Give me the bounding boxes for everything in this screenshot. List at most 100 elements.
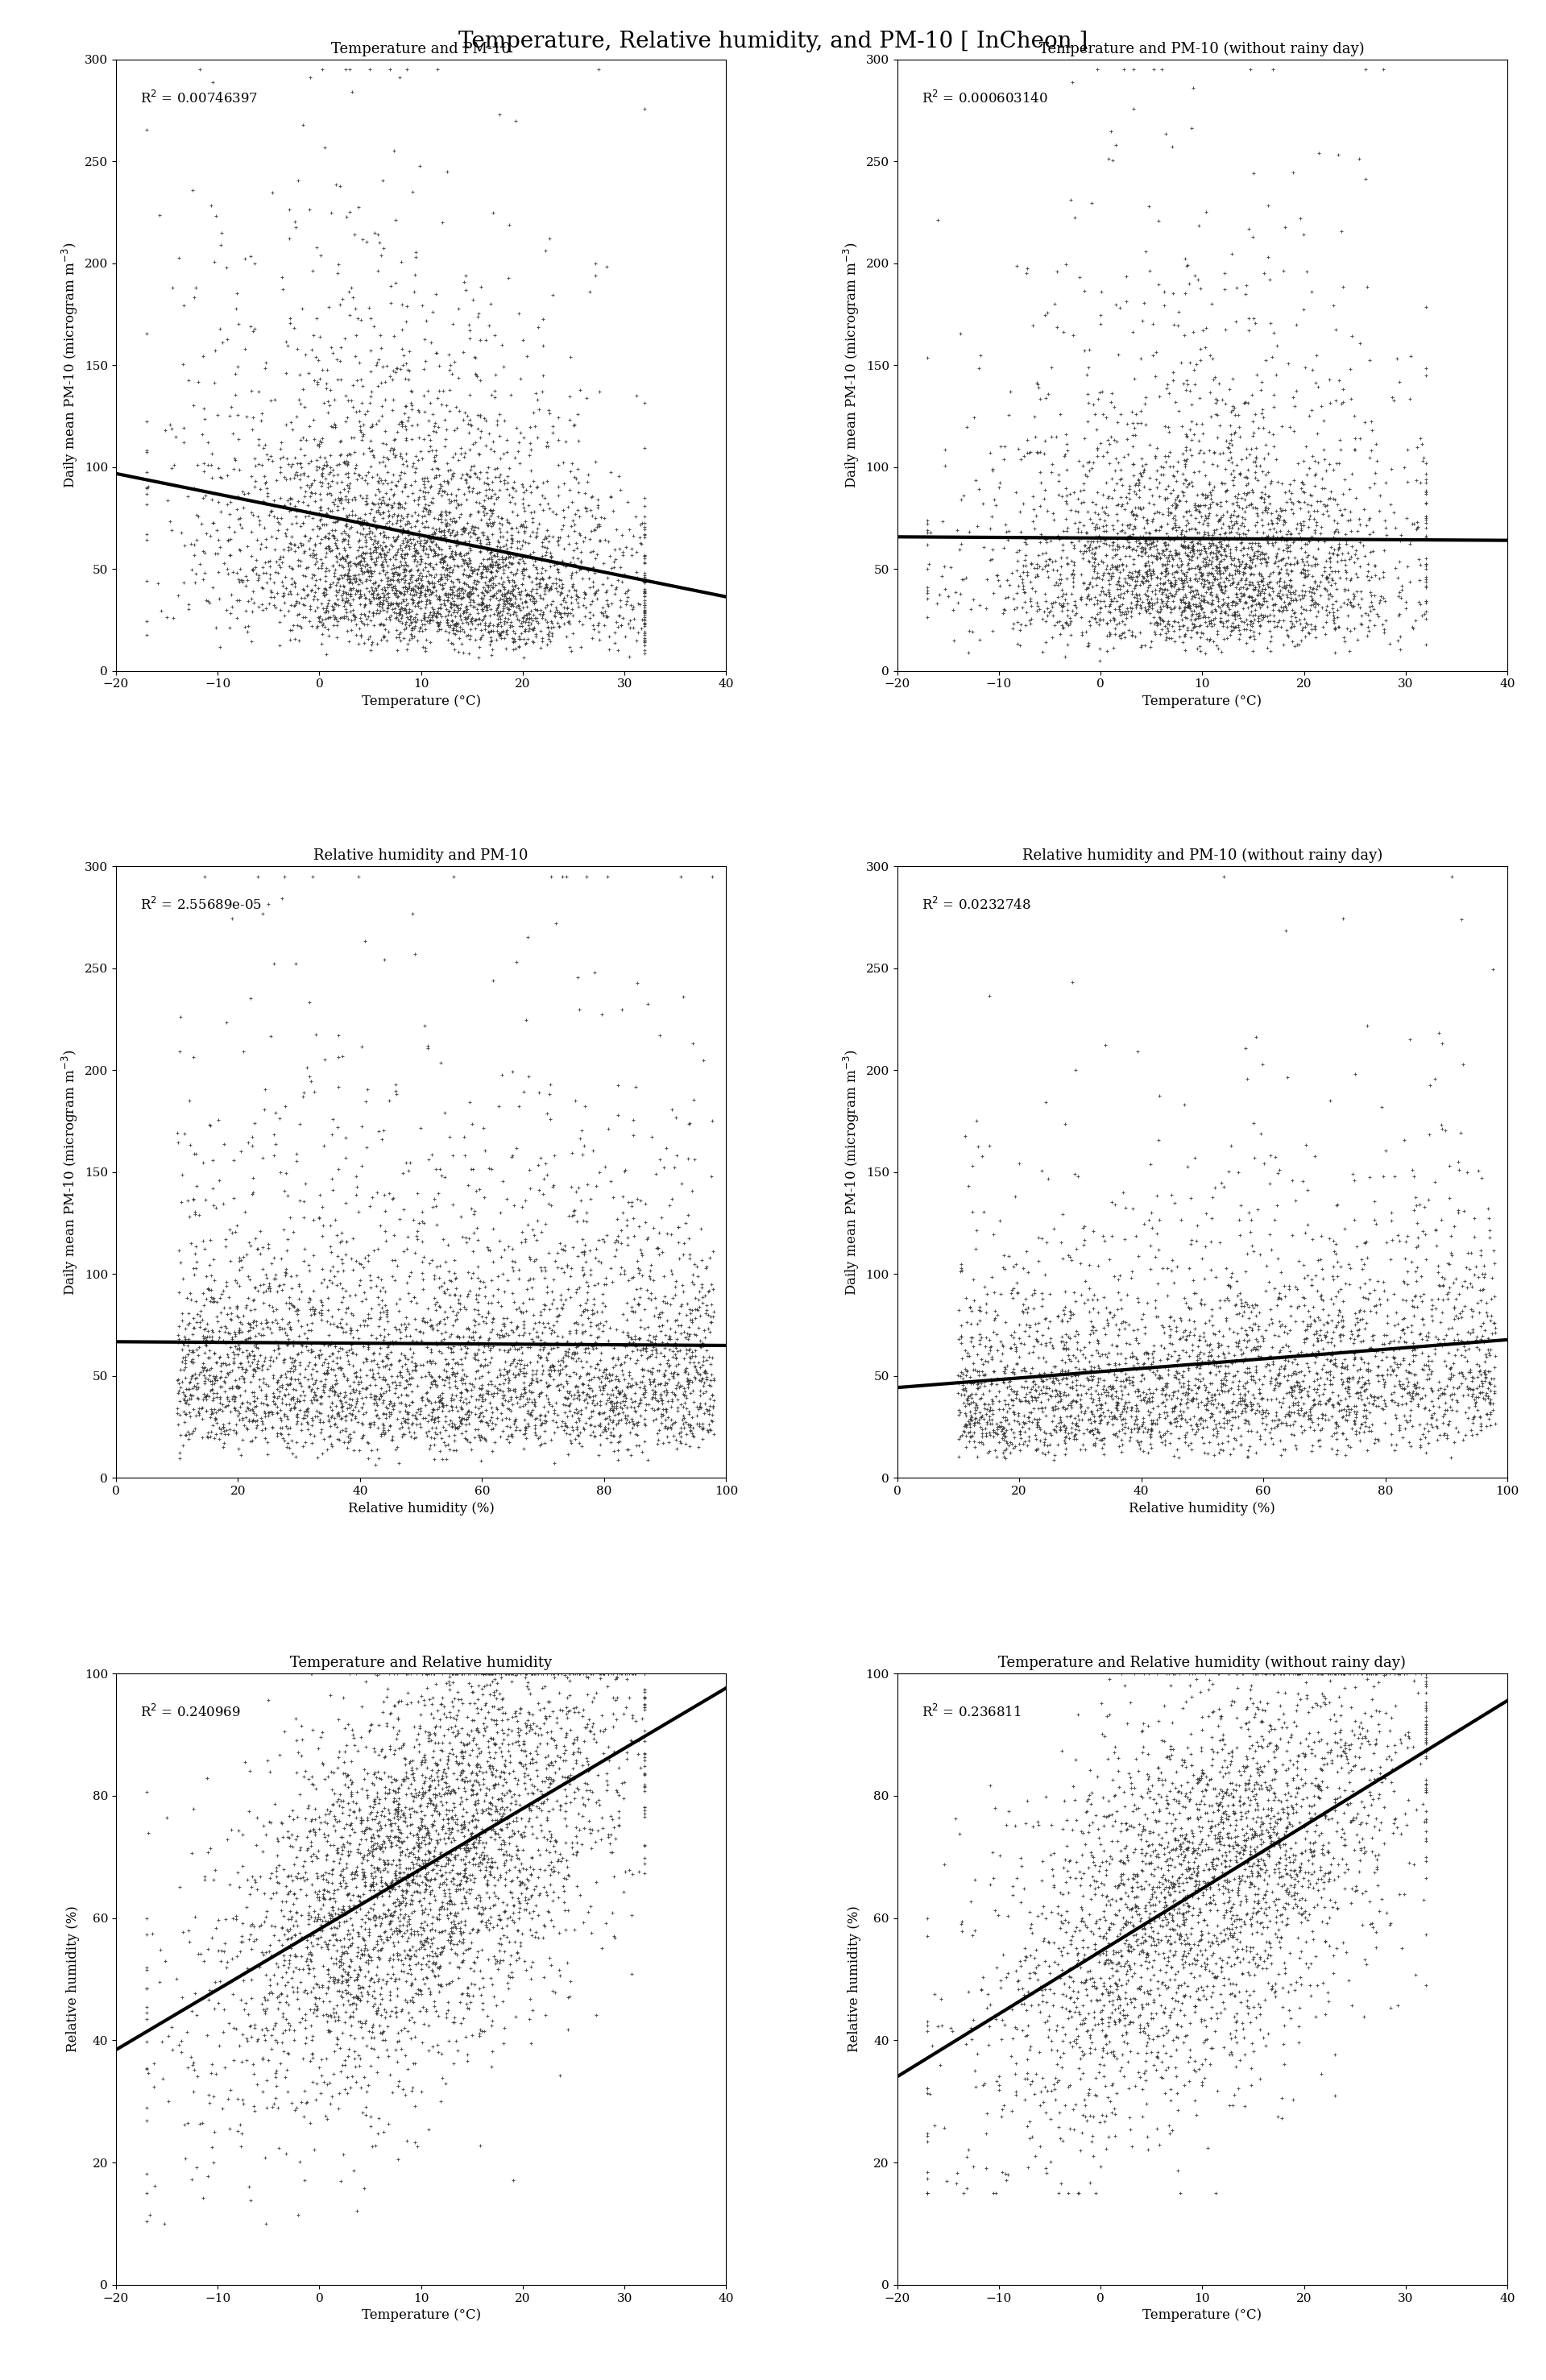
Point (447, 393, 472, 431)
Point (484, 450, 509, 488)
Point (1413, 1666, 1438, 1704)
Point (1180, 1897, 1204, 1935)
Point (663, 1376, 688, 1414)
Point (1113, 1340, 1138, 1378)
Point (513, 538, 538, 576)
Point (660, 1333, 685, 1371)
Point (1207, 1818, 1232, 1856)
Point (1357, 1761, 1382, 1799)
Point (1450, 1266, 1475, 1304)
Point (535, 1726, 560, 1764)
Point (424, 1787, 448, 1825)
Point (368, 1985, 393, 2023)
Point (1200, 593, 1224, 631)
Point (570, 1690, 595, 1728)
Point (1309, 1835, 1334, 1873)
Point (468, 267, 493, 305)
Point (589, 995, 614, 1033)
Point (459, 1371, 484, 1409)
Point (399, 2018, 424, 2056)
Point (1061, 1380, 1085, 1418)
Title: Relative humidity and PM-10 (without rainy day): Relative humidity and PM-10 (without rai… (1022, 847, 1382, 864)
Point (697, 1238, 722, 1276)
Point (427, 471, 451, 509)
Point (349, 616, 374, 654)
Point (552, 1883, 577, 1921)
Point (530, 1352, 555, 1390)
Point (1088, 1399, 1113, 1438)
Point (1071, 1902, 1096, 1940)
Point (271, 576, 295, 614)
Point (1446, 1411, 1470, 1449)
Point (611, 600, 635, 638)
Point (635, 1321, 660, 1359)
Point (1328, 1737, 1353, 1775)
Point (1082, 2006, 1107, 2044)
Point (365, 1385, 390, 1423)
Point (546, 1366, 570, 1404)
Point (1249, 1728, 1274, 1766)
Point (1195, 1378, 1220, 1416)
Point (632, 612, 657, 650)
Point (176, 585, 201, 624)
Point (1048, 1373, 1073, 1411)
Point (209, 459, 233, 497)
Point (1320, 1887, 1345, 1925)
Point (518, 1314, 543, 1352)
Point (434, 1664, 459, 1702)
Point (1116, 612, 1141, 650)
Point (1235, 1323, 1260, 1361)
Point (623, 497, 648, 536)
Point (176, 1911, 201, 1949)
Point (1198, 2028, 1223, 2066)
Point (1081, 559, 1105, 597)
Point (292, 1392, 317, 1430)
Point (1149, 1987, 1173, 2025)
Point (343, 1176, 368, 1214)
Point (1359, 1328, 1384, 1366)
Point (400, 1928, 425, 1966)
Point (1141, 1923, 1166, 1961)
Point (464, 1806, 489, 1845)
Point (1305, 545, 1330, 583)
Point (1404, 1276, 1429, 1314)
Point (417, 1768, 442, 1806)
Point (445, 1871, 470, 1909)
Point (521, 585, 546, 624)
Point (1297, 1799, 1322, 1837)
Point (354, 1771, 379, 1809)
Point (1173, 585, 1198, 624)
Point (470, 1654, 495, 1692)
Point (360, 1930, 385, 1968)
Point (679, 1373, 703, 1411)
Point (536, 1833, 561, 1871)
Point (1351, 490, 1376, 528)
Point (606, 597, 631, 635)
Point (506, 588, 530, 626)
Point (315, 514, 340, 552)
Point (1177, 264, 1201, 302)
Point (1073, 1261, 1098, 1299)
Point (442, 1706, 467, 1745)
Point (1299, 547, 1323, 585)
Point (1085, 557, 1110, 595)
Point (507, 1349, 532, 1388)
Point (1096, 2078, 1121, 2116)
Point (354, 1378, 379, 1416)
Point (490, 1702, 515, 1740)
Point (578, 1250, 603, 1288)
Point (972, 1366, 997, 1404)
Point (1333, 490, 1357, 528)
Point (223, 1378, 247, 1416)
Point (1351, 1385, 1376, 1423)
Point (1146, 264, 1170, 302)
Point (1108, 552, 1133, 590)
Point (427, 581, 451, 619)
Point (532, 1388, 557, 1426)
Point (1045, 2006, 1070, 2044)
Point (291, 1399, 315, 1438)
Point (1156, 1833, 1181, 1871)
Point (386, 1409, 411, 1447)
Point (1283, 1840, 1308, 1878)
Point (510, 1747, 535, 1785)
